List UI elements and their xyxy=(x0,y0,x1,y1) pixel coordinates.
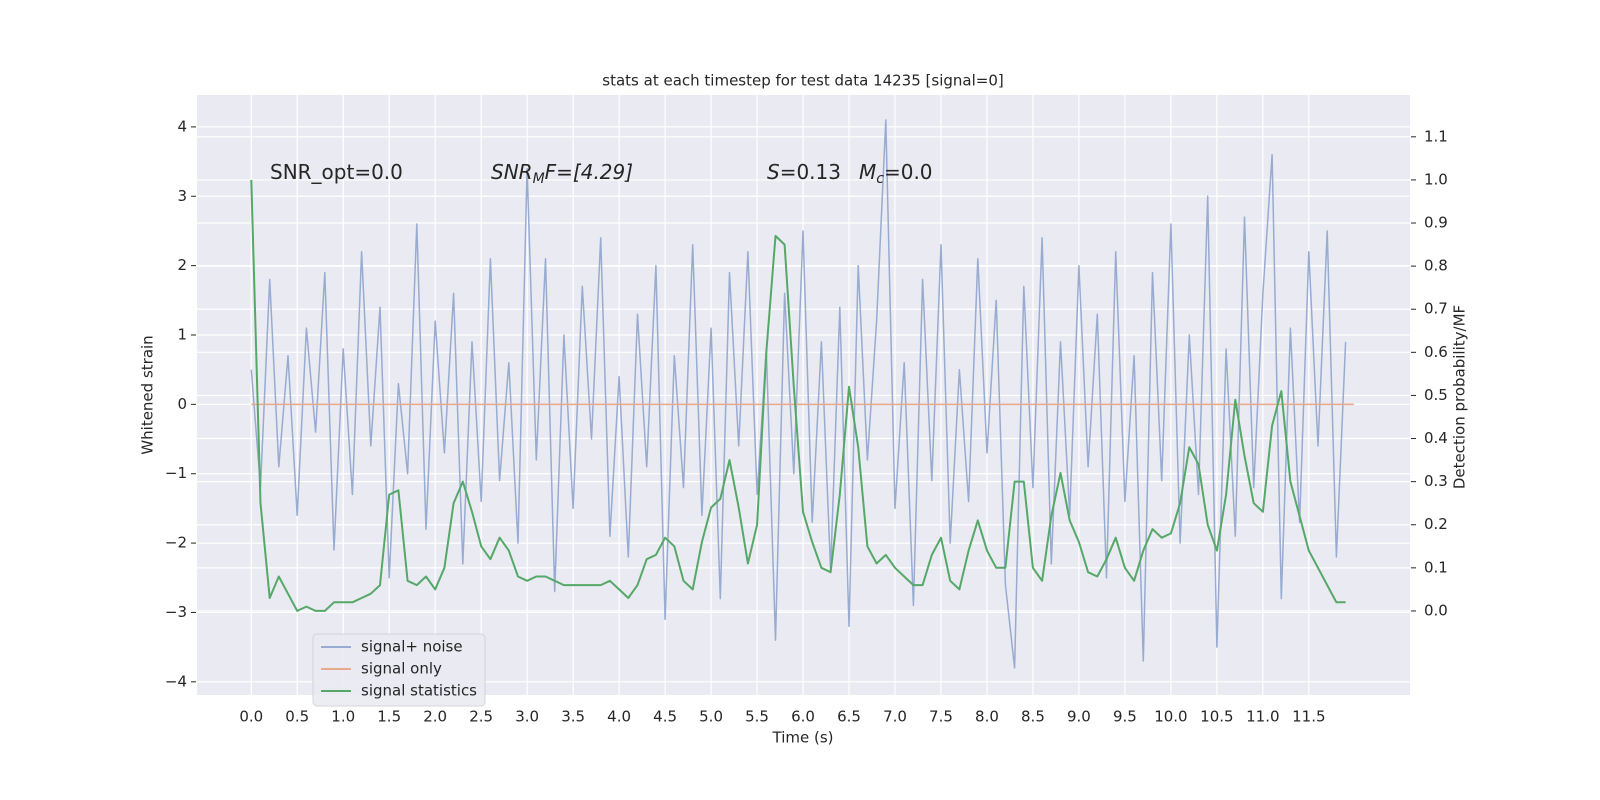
x-tick-label: 11.5 xyxy=(1292,708,1325,726)
annotation-part: c xyxy=(876,171,884,187)
annotation-part: =0.13 xyxy=(780,160,841,184)
y2-tick-label: 0.3 xyxy=(1424,472,1448,490)
y2-tick-label: 0.5 xyxy=(1424,386,1448,404)
annotation: SNRMF=[4.29] xyxy=(491,160,633,188)
x-tick-label: 4.5 xyxy=(653,708,677,726)
legend-label: signal statistics xyxy=(361,682,477,700)
annotation: S=0.13 xyxy=(767,160,841,184)
y2-tick-label: 1.1 xyxy=(1424,127,1448,145)
x-tick-label: 9.5 xyxy=(1113,708,1137,726)
y2-tick-label: 0.1 xyxy=(1424,558,1448,576)
y2-tick-label: 0.4 xyxy=(1424,429,1448,447)
x-tick-label: 7.0 xyxy=(883,708,907,726)
chart-title: stats at each timestep for test data 142… xyxy=(602,72,1003,90)
x-tick-label: 11.0 xyxy=(1246,708,1279,726)
x-tick-label: 6.0 xyxy=(791,708,815,726)
y-tick-label: −1 xyxy=(165,464,187,482)
y-tick-label: −2 xyxy=(165,534,187,552)
x-tick-label: 1.5 xyxy=(377,708,401,726)
x-tick-label: 4.0 xyxy=(607,708,631,726)
x-tick-label: 3.5 xyxy=(561,708,585,726)
legend-label: signal only xyxy=(361,660,442,678)
legend: signal+ noise signal only signal statistic… xyxy=(312,633,486,707)
x-tick-label: 8.0 xyxy=(975,708,999,726)
y2-tick-label: 0.8 xyxy=(1424,257,1448,275)
y2-tick-label: 0.0 xyxy=(1424,601,1448,619)
x-tick-label: 2.0 xyxy=(423,708,447,726)
y2-tick-label: 0.2 xyxy=(1424,515,1448,533)
x-tick-label: 7.5 xyxy=(929,708,953,726)
y-tick-label: 4 xyxy=(177,117,187,135)
x-tick-label: 1.0 xyxy=(331,708,355,726)
y-tick-label: 3 xyxy=(177,187,187,205)
annotation: Mc=0.0 xyxy=(859,160,933,188)
y2-tick-label: 0.6 xyxy=(1424,343,1448,361)
annotation-part: =0.0 xyxy=(884,160,933,184)
x-tick-label: 3.0 xyxy=(515,708,539,726)
x-tick-label: 0.5 xyxy=(285,708,309,726)
x-tick-label: 6.5 xyxy=(837,708,861,726)
annotation-part: M xyxy=(533,171,545,187)
y2-tick-label: 1.0 xyxy=(1424,170,1448,188)
x-tick-label: 5.0 xyxy=(699,708,723,726)
legend-box xyxy=(312,633,486,707)
x-tick-label: 10.5 xyxy=(1200,708,1233,726)
x-tick-label: 0.0 xyxy=(239,708,263,726)
y2-tick-label: 0.9 xyxy=(1424,214,1448,232)
x-tick-label: 9.0 xyxy=(1067,708,1091,726)
y-tick-label: 0 xyxy=(177,395,187,413)
y2-axis-label: Detection probability/MF xyxy=(1451,305,1469,489)
y2-tick-label: 0.7 xyxy=(1424,300,1448,318)
x-tick-label: 5.5 xyxy=(745,708,769,726)
legend-label: signal+ noise xyxy=(361,638,463,656)
y-tick-label: −4 xyxy=(165,672,187,690)
y-axis-label: Whitened strain xyxy=(139,335,157,454)
series-line xyxy=(250,119,1347,669)
x-tick-label: 10.0 xyxy=(1154,708,1187,726)
x-axis-label: Time (s) xyxy=(772,729,834,747)
annotation-part: F=[4.29] xyxy=(545,160,633,184)
annotation-part: S xyxy=(767,160,780,184)
series-line xyxy=(250,179,1346,612)
x-tick-label: 8.5 xyxy=(1021,708,1045,726)
annotation-part: SNR xyxy=(491,160,533,184)
y-tick-label: 2 xyxy=(177,256,187,274)
annotation-part: M xyxy=(859,160,876,184)
annotation: SNR_opt=0.0 xyxy=(270,160,403,184)
y-tick-label: −3 xyxy=(165,603,187,621)
annotation-part: SNR_opt=0.0 xyxy=(270,160,403,184)
y-tick-label: 1 xyxy=(177,326,187,344)
x-tick-label: 2.5 xyxy=(469,708,493,726)
